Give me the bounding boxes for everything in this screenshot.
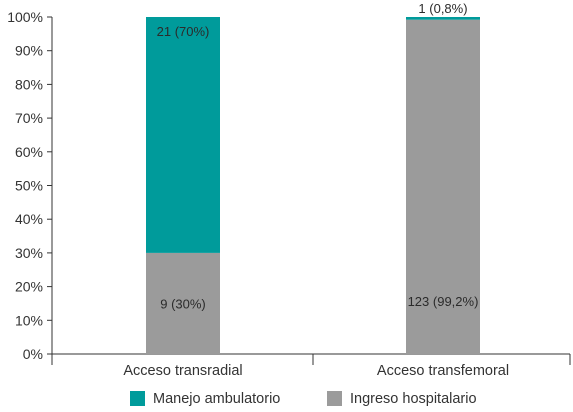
legend-swatch (327, 391, 342, 406)
y-tick-label: 20% (15, 279, 43, 295)
bar-segment (406, 17, 480, 20)
data-label: 21 (70%) (157, 24, 210, 39)
bars (146, 17, 480, 355)
legend-label: Ingreso hospitalario (350, 391, 477, 407)
data-label: 9 (30%) (160, 296, 206, 311)
bar-segment (406, 19, 480, 355)
y-tick-label: 10% (15, 312, 43, 328)
y-tick-label: 30% (15, 245, 43, 261)
x-tick-label: Acceso transfemoral (377, 363, 509, 379)
legend-swatch (130, 391, 145, 406)
bar-segment (146, 252, 220, 354)
y-tick-label: 80% (15, 76, 43, 92)
y-tick-label: 40% (15, 211, 43, 227)
x-tick-label: Acceso transradial (123, 363, 242, 379)
y-tick-label: 70% (15, 110, 43, 126)
y-tick-label: 60% (15, 144, 43, 160)
bar-segment (146, 17, 220, 253)
data-label: 123 (99,2%) (408, 294, 479, 309)
legend: Manejo ambulatorio Ingreso hospitalario (130, 391, 477, 407)
y-tick-label: 50% (15, 178, 43, 194)
y-tick-label: 0% (23, 346, 43, 362)
x-axis: Acceso transradial Acceso transfemoral (51, 353, 571, 379)
legend-label: Manejo ambulatorio (153, 391, 280, 407)
y-tick-label: 90% (15, 43, 43, 59)
data-label: 1 (0,8%) (418, 1, 467, 16)
bar-labels: 9 (30%) 123 (99,2%) 21 (70%) 1 (0,8%) (157, 1, 479, 311)
y-axis: 0% 10% 20% 30% 40% 50% 60% 70% 80% 90% 100% (7, 9, 53, 362)
y-tick-label: 100% (7, 9, 43, 25)
